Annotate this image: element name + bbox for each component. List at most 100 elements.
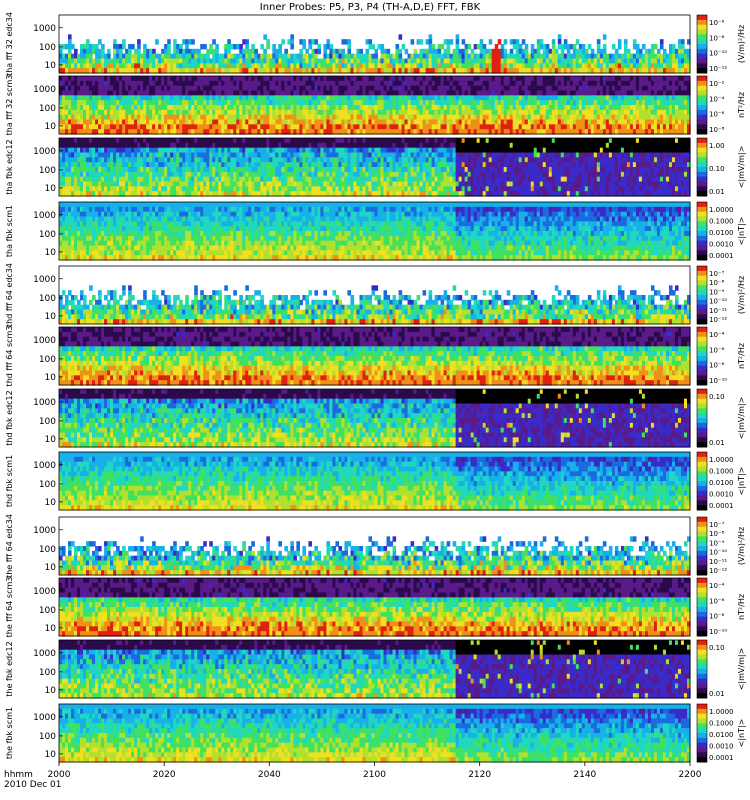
heatmap-cell: [501, 44, 505, 49]
heatmap-cell: [203, 44, 207, 49]
heatmap-cell: [495, 44, 499, 49]
heatmap-cell: [308, 44, 312, 49]
heatmap-cell: [381, 44, 385, 49]
heatmap-cell: [347, 49, 351, 54]
heatmap-cell: [74, 49, 78, 54]
heatmap-cell: [624, 44, 628, 49]
panel-tha-fbk-edc12: 100010010tha fbk edc12 1.000.100.01<|mV/m…: [5, 138, 746, 197]
heatmap-cell: [119, 49, 123, 54]
heatmap-cell: [365, 49, 369, 54]
heatmap-cell: [438, 49, 442, 54]
heatmap-cell: [627, 49, 631, 54]
heatmap-cell: [597, 39, 601, 44]
heatmap-cell: [245, 44, 249, 49]
heatmap-cell: [624, 39, 628, 44]
heatmap-cell: [564, 39, 568, 44]
heatmap-cell: [215, 49, 219, 54]
heatmap-cell: [531, 44, 535, 49]
heatmap-cell: [552, 39, 556, 44]
heatmap-cell: [347, 39, 351, 44]
heatmap-cell: [302, 44, 306, 49]
heatmap-cell: [299, 49, 303, 54]
heatmap-cell: [561, 49, 565, 54]
heatmap-cell: [368, 39, 372, 44]
heatmap-cell: [447, 49, 451, 54]
heatmap-cell: [278, 44, 282, 49]
heatmap-cell: [206, 54, 210, 59]
heatmap-cell: [215, 44, 219, 49]
heatmap-cell: [167, 49, 171, 54]
heatmap-cell: [98, 39, 102, 44]
heatmap-cell: [558, 34, 562, 39]
heatmap-cell: [68, 39, 72, 44]
heatmap-cell: [603, 44, 607, 49]
heatmap-cell: [585, 49, 589, 54]
ytick-label: 100: [39, 104, 56, 114]
heatmap-cell: [525, 49, 529, 54]
heatmap-cell: [347, 44, 351, 49]
heatmap-cell: [101, 49, 105, 54]
heatmap-cell: [317, 49, 321, 54]
heatmap-cell: [167, 39, 171, 44]
heatmap-cell: [441, 44, 445, 49]
heatmap-cell: [113, 39, 117, 44]
heatmap-cell: [603, 49, 607, 54]
heatmap-cell: [95, 44, 99, 49]
colorbar-tick-label: 10⁻⁸: [709, 126, 725, 134]
heatmap-cell: [326, 39, 330, 44]
heatmap-cell: [483, 44, 487, 49]
heatmap-cell: [263, 49, 267, 54]
heatmap-cell: [591, 49, 595, 54]
heatmap-cell: [681, 39, 685, 44]
heatmap-cell: [573, 44, 577, 49]
heatmap-cell: [245, 39, 249, 44]
heatmap-cell: [107, 54, 111, 59]
heatmap-cell: [456, 34, 460, 39]
heatmap-cell: [576, 39, 580, 44]
ytick-label: 100: [39, 43, 56, 53]
heatmap-cell: [489, 39, 493, 44]
heatmap-cell: [468, 44, 472, 49]
heatmap-cell: [588, 44, 592, 49]
heatmap-cell: [137, 39, 141, 44]
heatmap-cell: [372, 44, 376, 49]
heatmap-cell: [314, 54, 318, 59]
heatmap-cell: [540, 39, 544, 44]
heatmap-cell: [227, 49, 231, 54]
heatmap-cell: [615, 49, 619, 54]
colorbar-label: nT²/Hz: [737, 92, 746, 118]
heatmap-cell: [107, 49, 111, 54]
heatmap-cell: [329, 44, 333, 49]
heatmap-cell: [432, 44, 436, 49]
heatmap-cell: [516, 39, 520, 44]
heatmap-cell: [639, 49, 643, 54]
ytick-label: 1000: [33, 85, 56, 95]
heatmap-cell: [582, 44, 586, 49]
spectrogram: [59, 76, 691, 135]
heatmap-cell: [519, 44, 523, 49]
heatmap-cell: [450, 39, 454, 44]
heatmap-cell: [555, 49, 559, 54]
heatmap-cell: [510, 49, 514, 54]
heatmap-cell: [227, 39, 231, 44]
heatmap-cell: [173, 39, 177, 44]
colorbar-tick-label: 10⁻⁶: [709, 19, 725, 27]
heatmap-cell: [405, 49, 409, 54]
heatmap-cell: [429, 39, 433, 44]
heatmap-cell: [522, 39, 526, 44]
heatmap-cell: [290, 34, 294, 39]
heatmap-cell: [209, 44, 213, 49]
heatmap-cell: [323, 49, 327, 54]
heatmap-cell: [657, 49, 661, 54]
heatmap-cell: [191, 39, 195, 44]
heatmap-cell: [420, 39, 424, 44]
heatmap-cell: [272, 44, 276, 49]
heatmap-cell: [317, 44, 321, 49]
heatmap-cell: [654, 44, 658, 49]
heatmap-cell: [179, 44, 183, 49]
colorbar: 10⁻²10⁻⁴10⁻⁶10⁻⁸nT²/Hz: [697, 76, 746, 135]
heatmap-cell: [212, 39, 216, 44]
